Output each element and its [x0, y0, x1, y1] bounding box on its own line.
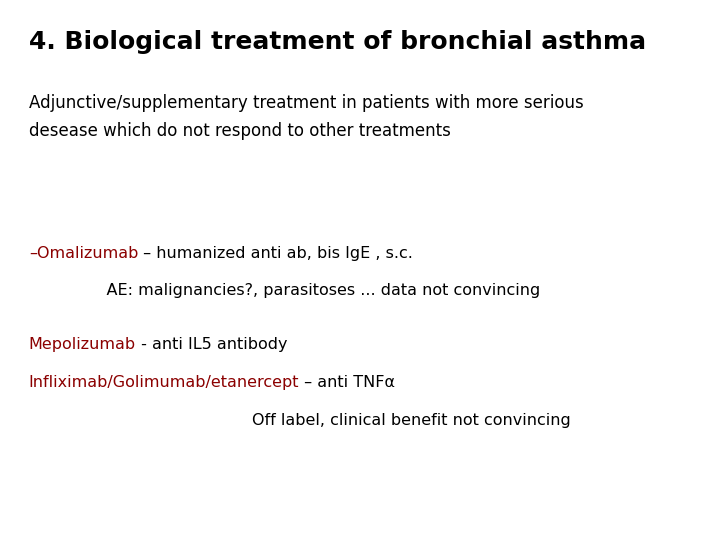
Text: –Omalizumab: –Omalizumab — [29, 246, 138, 261]
Text: 4. Biological treatment of bronchial asthma: 4. Biological treatment of bronchial ast… — [29, 30, 646, 53]
Text: – humanized anti ab, bis IgE , s.c.: – humanized anti ab, bis IgE , s.c. — [138, 246, 413, 261]
Text: Infliximab/Golimumab/etanercept: Infliximab/Golimumab/etanercept — [29, 375, 300, 390]
Text: Adjunctive/supplementary treatment in patients with more serious: Adjunctive/supplementary treatment in pa… — [29, 94, 583, 112]
Text: desease which do not respond to other treatments: desease which do not respond to other tr… — [29, 122, 451, 139]
Text: Off label, clinical benefit not convincing: Off label, clinical benefit not convinci… — [252, 413, 571, 428]
Text: – anti TNFα: – anti TNFα — [300, 375, 395, 390]
Text: Mepolizumab: Mepolizumab — [29, 338, 136, 353]
Text: AE: malignancies?, parasitoses ... data not convincing: AE: malignancies?, parasitoses ... data … — [86, 284, 541, 299]
Text: - anti IL5 antibody: - anti IL5 antibody — [136, 338, 287, 353]
